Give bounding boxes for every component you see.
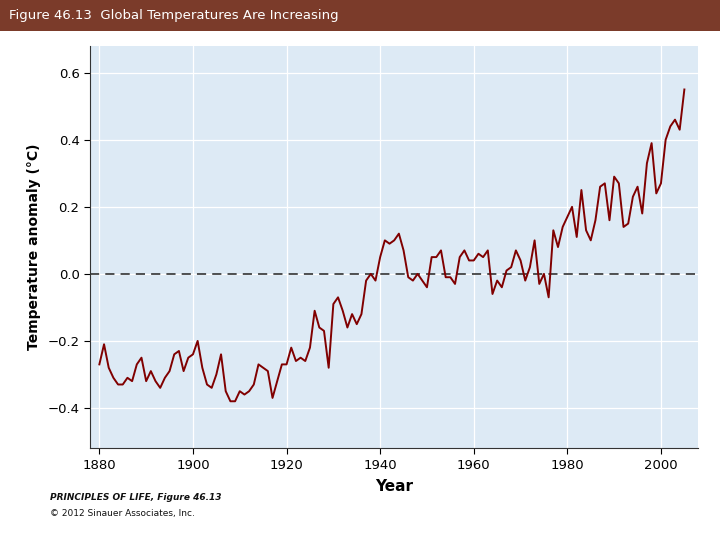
Y-axis label: Temperature anomaly (°C): Temperature anomaly (°C) bbox=[27, 144, 40, 350]
X-axis label: Year: Year bbox=[375, 478, 413, 494]
Text: © 2012 Sinauer Associates, Inc.: © 2012 Sinauer Associates, Inc. bbox=[50, 509, 195, 518]
Text: Figure 46.13  Global Temperatures Are Increasing: Figure 46.13 Global Temperatures Are Inc… bbox=[9, 9, 338, 22]
Text: PRINCIPLES OF LIFE, Figure 46.13: PRINCIPLES OF LIFE, Figure 46.13 bbox=[50, 492, 222, 502]
